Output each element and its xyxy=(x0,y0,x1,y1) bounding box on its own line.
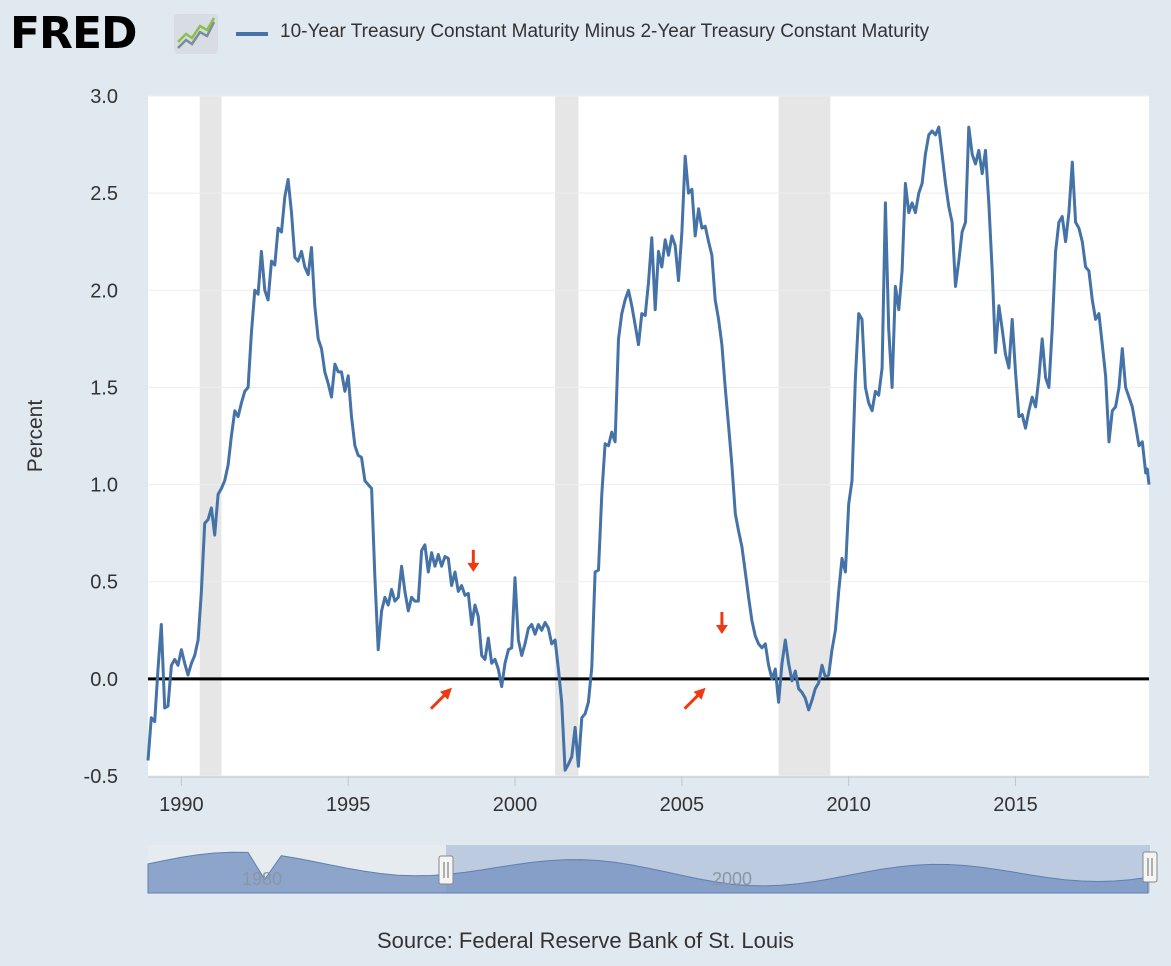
navigator-left-handle[interactable] xyxy=(438,855,454,885)
navigator-label-1980: 1980 xyxy=(242,869,282,889)
recession-band-0 xyxy=(199,96,222,776)
plot-area xyxy=(148,96,1149,776)
navigator-label-2000: 2000 xyxy=(712,869,752,889)
y-axis-label: Percent xyxy=(24,400,47,473)
fred-logo[interactable]: FRED xyxy=(10,8,138,59)
annotation-arrow-icon xyxy=(467,549,480,572)
recession-band-2 xyxy=(778,96,831,776)
y-tick-label: 0.0 xyxy=(90,669,118,691)
y-tick-label: 1.5 xyxy=(90,377,118,399)
y-tick-label: 3.0 xyxy=(90,86,118,108)
source-note: Source: Federal Reserve Bank of St. Loui… xyxy=(377,928,794,953)
line-chart: -0.5 0.0 0.5 1.0 1.5 2.0 2.5 3.0 1990 1995 2000 20… xyxy=(24,86,1158,894)
navigator-right-handle[interactable] xyxy=(1142,851,1158,883)
annotation-arrow-icon xyxy=(429,687,452,710)
legend-swatch xyxy=(236,32,268,36)
y-tick-label: 0.5 xyxy=(90,572,118,594)
annotation-arrow-icon xyxy=(683,687,706,710)
y-tick-label: -0.5 xyxy=(84,766,118,788)
annotation-arrows xyxy=(429,549,728,710)
series-line-t10y2y xyxy=(146,125,1151,772)
navigator-series-area xyxy=(147,851,1149,894)
range-navigator[interactable]: 1980 2000 xyxy=(147,845,1158,894)
y-tick-label: 2.0 xyxy=(90,280,118,302)
recession-band-1 xyxy=(555,96,579,776)
chart-header: FRED 10-Year Treasury Constant Maturity … xyxy=(0,0,1171,70)
legend-label[interactable]: 10-Year Treasury Constant Maturity Minus… xyxy=(280,21,930,42)
chart-line-icon[interactable] xyxy=(174,14,218,54)
y-tick-label: 1.0 xyxy=(90,475,118,497)
x-tick-label: 2010 xyxy=(826,794,871,816)
y-axis-ticks: -0.5 0.0 0.5 1.0 1.5 2.0 2.5 3.0 xyxy=(84,86,118,788)
x-tick-label: 1995 xyxy=(326,794,371,816)
annotation-arrow-icon xyxy=(715,612,728,634)
x-axis-ticks: 1990 1995 2000 2005 2010 2015 xyxy=(159,776,1038,816)
y-tick-label: 2.5 xyxy=(90,183,118,205)
x-tick-label: 2015 xyxy=(993,794,1038,816)
x-tick-label: 1990 xyxy=(159,794,204,816)
x-tick-label: 2005 xyxy=(660,794,705,816)
x-tick-label: 2000 xyxy=(493,794,538,816)
